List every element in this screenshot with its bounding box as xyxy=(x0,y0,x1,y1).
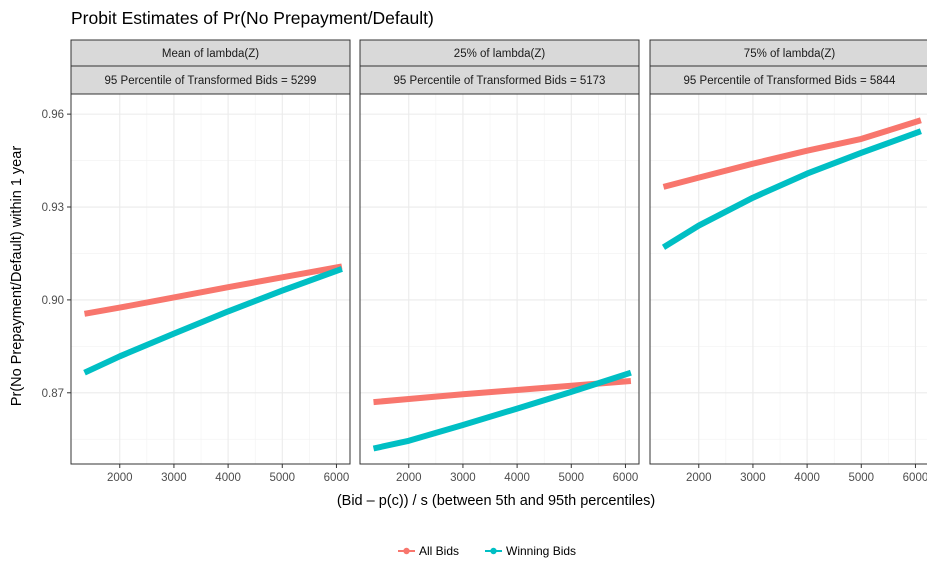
legend-key-point xyxy=(403,547,410,555)
x-tick-label: 2000 xyxy=(396,472,422,484)
x-tick-label: 5000 xyxy=(848,472,874,484)
legend-key xyxy=(485,547,502,555)
legend-label: Winning Bids xyxy=(506,544,576,558)
gridlines xyxy=(360,94,639,464)
facet-panel: Mean of lambda(Z) 95 Percentile of Transf… xyxy=(42,39,351,484)
series-line-winning-bids xyxy=(661,128,922,250)
facet-strip-bottom xyxy=(70,65,351,95)
facet-strip-bottom-label: 95 Percentile of Transformed Bids = 5844 xyxy=(684,75,897,87)
legend-label: All Bids xyxy=(419,544,459,558)
facet-strip-top xyxy=(649,39,927,67)
y-tick-label: 0.93 xyxy=(42,202,64,214)
panel-border xyxy=(649,93,927,465)
x-axis-title: (Bid – p(c)) / s (between 5th and 95th p… xyxy=(337,493,655,509)
x-tick-label: 3000 xyxy=(161,472,187,484)
y-tick-label: 0.87 xyxy=(42,388,64,400)
plot-area xyxy=(650,94,927,464)
facet-strip-top-label: 75% of lambda(Z) xyxy=(744,48,836,60)
panel-border xyxy=(70,93,351,465)
x-tick-label: 4000 xyxy=(504,472,530,484)
plot-area xyxy=(360,94,639,464)
facet-strip-bottom-label: 95 Percentile of Transformed Bids = 5299 xyxy=(105,75,317,87)
plot-area xyxy=(71,94,350,464)
gridlines xyxy=(71,94,350,464)
facet-strip-top-label: Mean of lambda(Z) xyxy=(162,48,259,60)
x-tick-label: 5000 xyxy=(558,472,584,484)
series-lines xyxy=(83,263,343,376)
legend: All Bids Winning Bids xyxy=(398,544,576,558)
x-tick-label: 3000 xyxy=(740,472,766,484)
x-tick-label: 4000 xyxy=(794,472,820,484)
facet-panel: 25% of lambda(Z) 95 Percentile of Transfo… xyxy=(359,39,640,484)
y-axis-title: Pr(No Prepayment/Default) within 1 year xyxy=(9,146,25,406)
x-tick-label: 6000 xyxy=(903,472,927,484)
facet-strip-bottom xyxy=(649,65,927,95)
y-tick-label: 0.90 xyxy=(42,295,64,307)
x-tick-label: 6000 xyxy=(324,472,350,484)
legend-key xyxy=(398,547,415,555)
x-tick-label: 6000 xyxy=(613,472,639,484)
series-line-winning-bids xyxy=(372,369,632,452)
series-line-all-bids xyxy=(662,117,922,190)
facet-panel: 75% of lambda(Z) 95 Percentile of Transfo… xyxy=(649,39,927,484)
facet-strip-top-label: 25% of lambda(Z) xyxy=(454,48,546,60)
y-tick-label: 0.96 xyxy=(42,109,64,121)
x-tick-label: 4000 xyxy=(215,472,241,484)
facet-strip-bottom xyxy=(359,65,640,95)
series-lines xyxy=(661,117,922,250)
x-tick-label: 2000 xyxy=(686,472,712,484)
facet-strip-bottom-label: 95 Percentile of Transformed Bids = 5173 xyxy=(394,75,606,87)
series-line-all-bids xyxy=(373,378,632,406)
series-line-all-bids xyxy=(83,263,343,317)
x-tick-label: 3000 xyxy=(450,472,476,484)
panels: Mean of lambda(Z) 95 Percentile of Transf… xyxy=(42,39,927,484)
chart-title: Probit Estimates of Pr(No Prepayment/Def… xyxy=(71,8,434,28)
panel-border xyxy=(359,93,640,465)
series-line-winning-bids xyxy=(83,266,343,376)
x-tick-label: 5000 xyxy=(269,472,295,484)
series-lines xyxy=(372,369,632,452)
facet-strip-top xyxy=(70,39,351,67)
x-tick-label: 2000 xyxy=(107,472,133,484)
legend-key-point xyxy=(490,547,497,555)
